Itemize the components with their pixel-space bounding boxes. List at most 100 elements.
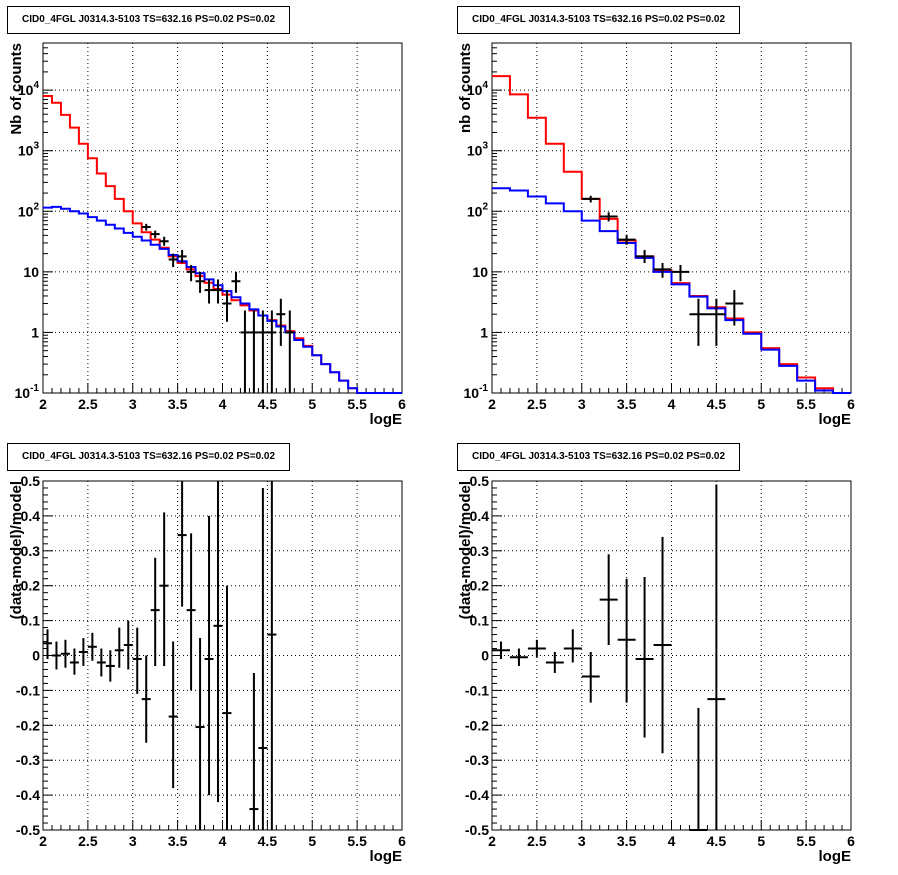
model-step-line-0 bbox=[43, 95, 402, 394]
data-points bbox=[43, 481, 277, 830]
x-tick-label: 6 bbox=[398, 396, 406, 412]
grid bbox=[43, 481, 402, 830]
y-tick-label: 0 bbox=[32, 648, 40, 664]
counts-chart-left: 2 2.5 3 3.5 4 4.5 5 5.5 6 10-1 1 10 102 103 104 logE Nb … bbox=[8, 42, 406, 428]
x-tick-label: 5 bbox=[308, 396, 316, 412]
x-axis-title: logE bbox=[819, 411, 852, 428]
y-tick-label: 1 bbox=[480, 324, 488, 340]
x-axis-title: logE bbox=[819, 848, 852, 865]
y-tick-label: 1 bbox=[31, 324, 39, 340]
plot-title: CID0_4FGL J0314.3-5103 TS=632.16 PS=0.02… bbox=[7, 6, 291, 34]
axes: 2 2.5 3 3.5 4 4.5 5 5.5 6 -0.5 -0.4 -0.3 -0.2 -0.1 0 0.… bbox=[457, 473, 855, 865]
y-tick-label: -0.2 bbox=[465, 717, 489, 733]
x-tick-label: 3.5 bbox=[617, 396, 637, 412]
y-axis-title: Nb of counts bbox=[8, 43, 25, 135]
x-tick-label: 2.5 bbox=[78, 833, 98, 849]
residual-plot-left: CID0_4FGL J0314.3-5103 TS=632.16 PS=0.02… bbox=[0, 438, 449, 875]
x-tick-label: 5 bbox=[757, 396, 765, 412]
y-tick-label: 0.3 bbox=[470, 543, 490, 559]
residual-chart-left: 2 2.5 3 3.5 4 4.5 5 5.5 6 -0.5 -0.4 -0.3 -0.2 -0.1 0 0.… bbox=[8, 473, 406, 865]
x-tick-label: 4 bbox=[219, 396, 227, 412]
x-axis-title: logE bbox=[370, 848, 403, 865]
plot-data bbox=[492, 75, 851, 394]
y-tick-label: 0.1 bbox=[21, 613, 41, 629]
y-tick-label: 0.5 bbox=[21, 473, 41, 489]
x-tick-label: 6 bbox=[847, 396, 855, 412]
grid bbox=[492, 481, 851, 830]
x-tick-label: 4 bbox=[219, 833, 227, 849]
x-tick-label: 4 bbox=[668, 396, 676, 412]
plot-data bbox=[492, 484, 726, 831]
x-tick-label: 3.5 bbox=[168, 396, 188, 412]
y-tick-label: -0.5 bbox=[465, 822, 489, 838]
y-tick-label: 0.5 bbox=[470, 473, 490, 489]
x-tick-label: 3 bbox=[578, 396, 586, 412]
x-tick-label: 2.5 bbox=[78, 396, 98, 412]
plot-title: CID0_4FGL J0314.3-5103 TS=632.16 PS=0.02… bbox=[457, 6, 741, 34]
y-axis-title: (data-model)/model bbox=[457, 481, 474, 619]
y-tick-label: -0.1 bbox=[465, 682, 489, 698]
y-tick-label: -0.2 bbox=[16, 717, 40, 733]
y-tick-label: 10-1 bbox=[15, 383, 40, 401]
x-tick-label: 5 bbox=[757, 833, 765, 849]
y-tick-label: 10-1 bbox=[464, 383, 489, 401]
y-axis-title: nb of counts bbox=[457, 43, 474, 133]
x-tick-label: 2 bbox=[488, 833, 496, 849]
x-tick-label: 2 bbox=[39, 396, 47, 412]
y-tick-label: 0.3 bbox=[21, 543, 41, 559]
y-tick-label: -0.3 bbox=[16, 752, 40, 768]
y-tick-label: 0.2 bbox=[21, 578, 41, 594]
x-tick-label: 5.5 bbox=[347, 833, 367, 849]
counts-chart-right: 2 2.5 3 3.5 4 4.5 5 5.5 6 10-1 1 10 102 103 104 logE nb … bbox=[457, 42, 855, 428]
plot-title: CID0_4FGL J0314.3-5103 TS=632.16 PS=0.02… bbox=[457, 443, 741, 471]
axes: 2 2.5 3 3.5 4 4.5 5 5.5 6 -0.5 -0.4 -0.3 -0.2 -0.1 0 0.… bbox=[8, 473, 406, 865]
grid bbox=[492, 43, 851, 393]
x-tick-label: 3.5 bbox=[168, 833, 188, 849]
x-tick-label: 6 bbox=[847, 833, 855, 849]
y-tick-label: 10 bbox=[23, 264, 39, 280]
y-tick-label: -0.3 bbox=[465, 752, 489, 768]
x-tick-label: 4.5 bbox=[258, 396, 278, 412]
y-tick-label: 102 bbox=[18, 201, 40, 219]
y-tick-label: 0 bbox=[481, 648, 489, 664]
x-tick-label: 2 bbox=[39, 833, 47, 849]
x-tick-label: 4 bbox=[668, 833, 676, 849]
x-tick-label: 5.5 bbox=[347, 396, 367, 412]
x-tick-label: 3 bbox=[129, 396, 137, 412]
counts-plot-right: CID0_4FGL J0314.3-5103 TS=632.16 PS=0.02… bbox=[449, 0, 898, 438]
y-tick-label: 102 bbox=[467, 201, 489, 219]
x-tick-label: 2.5 bbox=[527, 396, 547, 412]
plot-title: CID0_4FGL J0314.3-5103 TS=632.16 PS=0.02… bbox=[7, 443, 291, 471]
y-tick-label: -0.4 bbox=[465, 787, 489, 803]
plot-data bbox=[43, 95, 402, 394]
axes: 2 2.5 3 3.5 4 4.5 5 5.5 6 10-1 1 10 102 103 104 logE Nb … bbox=[8, 42, 406, 428]
x-tick-label: 3 bbox=[129, 833, 137, 849]
residual-chart-right: 2 2.5 3 3.5 4 4.5 5 5.5 6 -0.5 -0.4 -0.3 -0.2 -0.1 0 0.… bbox=[457, 473, 855, 865]
residual-plot-right: CID0_4FGL J0314.3-5103 TS=632.16 PS=0.02… bbox=[449, 438, 898, 875]
x-tick-label: 3 bbox=[578, 833, 586, 849]
x-tick-label: 6 bbox=[398, 833, 406, 849]
y-tick-label: 103 bbox=[18, 141, 40, 159]
x-tick-label: 5.5 bbox=[796, 833, 816, 849]
x-tick-label: 4.5 bbox=[258, 833, 278, 849]
x-tick-label: 4.5 bbox=[707, 833, 727, 849]
y-tick-label: -0.1 bbox=[16, 682, 40, 698]
x-tick-label: 3.5 bbox=[617, 833, 637, 849]
x-axis-title: logE bbox=[370, 411, 403, 428]
x-tick-label: 5 bbox=[308, 833, 316, 849]
y-tick-label: 0.1 bbox=[470, 613, 490, 629]
plot-data bbox=[43, 481, 277, 830]
y-tick-label: 103 bbox=[467, 141, 489, 159]
data-points bbox=[492, 484, 726, 831]
model-step-line-1 bbox=[43, 205, 402, 394]
counts-plot-left: CID0_4FGL J0314.3-5103 TS=632.16 PS=0.02… bbox=[0, 0, 449, 438]
y-tick-label: 0.4 bbox=[470, 508, 490, 524]
y-tick-label: 0.4 bbox=[21, 508, 41, 524]
y-tick-label: -0.5 bbox=[16, 822, 40, 838]
y-tick-label: 104 bbox=[18, 80, 40, 98]
x-tick-label: 5.5 bbox=[796, 396, 816, 412]
y-axis-title: (data-model)/model bbox=[8, 481, 25, 619]
y-tick-label: 10 bbox=[472, 264, 488, 280]
data-points bbox=[581, 195, 744, 346]
